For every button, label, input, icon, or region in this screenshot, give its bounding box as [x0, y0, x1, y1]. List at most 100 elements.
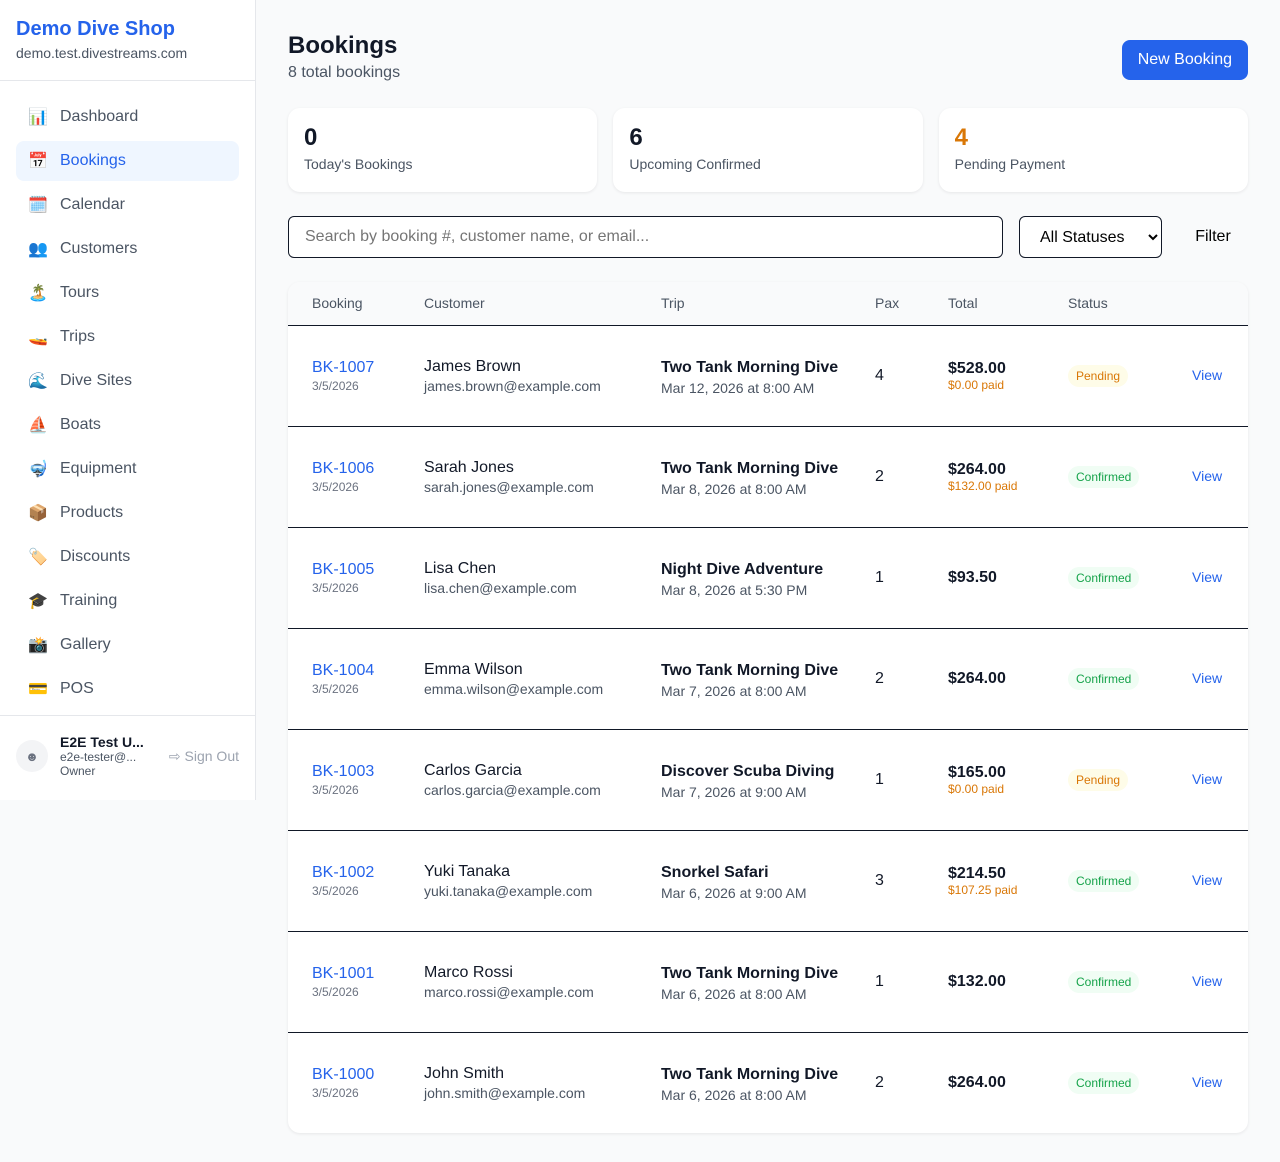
- status-badge: Confirmed: [1068, 465, 1140, 488]
- total-amount: $264.00: [948, 460, 1006, 478]
- pax: 3: [875, 830, 948, 932]
- view-link[interactable]: View: [1192, 669, 1223, 686]
- customer-name: James Brown: [424, 357, 521, 375]
- total-amount: $165.00: [948, 763, 1006, 781]
- sidebar-item-pos[interactable]: 💳 POS: [16, 669, 239, 709]
- customer-email: lisa.chen@example.com: [424, 579, 577, 596]
- view-link[interactable]: View: [1192, 568, 1223, 585]
- discounts-icon: 🏷️: [28, 549, 48, 566]
- booking-id-link[interactable]: BK-1001: [312, 964, 375, 982]
- tours-icon: 🏝️: [28, 285, 48, 302]
- sidebar-item-trips[interactable]: 🚤 Trips: [16, 317, 239, 357]
- user-panel: ☻ E2E Test U... e2e-tester@... Owner ⇨ S…: [0, 715, 255, 796]
- paid-amount: $132.00 paid: [948, 478, 1018, 493]
- table-row: BK-1005 3/5/2026 Lisa Chen lisa.chen@examp…: [288, 527, 1248, 629]
- booking-id-link[interactable]: BK-1002: [312, 863, 375, 881]
- view-link[interactable]: View: [1192, 1073, 1223, 1090]
- sidebar-item-dive-sites[interactable]: 🌊 Dive Sites: [16, 361, 239, 401]
- filter-button[interactable]: Filter: [1178, 228, 1248, 246]
- column-header: [1192, 282, 1248, 326]
- view-link[interactable]: View: [1192, 366, 1223, 383]
- page-title: Bookings: [288, 32, 398, 59]
- view-link[interactable]: View: [1192, 467, 1223, 484]
- sidebar-item-dashboard[interactable]: 📊 Dashboard: [16, 97, 239, 137]
- stat-label: Today's Bookings: [304, 156, 413, 172]
- view-link[interactable]: View: [1192, 871, 1223, 888]
- main-content: Bookings 8 total bookings New Booking 0 T…: [288, 32, 1248, 1133]
- trip-date: Mar 12, 2026 at 8:00 AM: [661, 379, 815, 396]
- sidebar-item-gallery[interactable]: 📸 Gallery: [16, 625, 239, 665]
- stat-value: 0: [304, 124, 318, 151]
- booking-date: 3/5/2026: [312, 883, 359, 898]
- customer-name: Marco Rossi: [424, 963, 513, 981]
- sidebar-nav: 📊 Dashboard 📅 Bookings 🗓️ Calendar 👥 Customers 🏝…: [0, 81, 255, 709]
- sidebar-item-tours[interactable]: 🏝️ Tours: [16, 273, 239, 313]
- trip-date: Mar 7, 2026 at 8:00 AM: [661, 682, 807, 699]
- equipment-icon: 🤿: [28, 461, 48, 478]
- booking-id-link[interactable]: BK-1007: [312, 358, 375, 376]
- customer-email: john.smith@example.com: [424, 1084, 586, 1101]
- customer-email: emma.wilson@example.com: [424, 680, 604, 697]
- customer-email: sarah.jones@example.com: [424, 478, 594, 495]
- booking-id-link[interactable]: BK-1006: [312, 459, 375, 477]
- sign-out-button[interactable]: ⇨ Sign Out: [169, 748, 239, 765]
- booking-date: 3/5/2026: [312, 984, 359, 999]
- sidebar-item-label: Products: [60, 504, 124, 521]
- sidebar-item-label: Equipment: [60, 460, 137, 477]
- booking-date: 3/5/2026: [312, 681, 359, 696]
- booking-id-link[interactable]: BK-1000: [312, 1065, 375, 1083]
- sidebar: Demo Dive Shop demo.test.divestreams.com…: [0, 0, 256, 800]
- sidebar-item-calendar[interactable]: 🗓️ Calendar: [16, 185, 239, 225]
- view-link[interactable]: View: [1192, 972, 1223, 989]
- pax: 1: [875, 729, 948, 831]
- sidebar-item-label: POS: [60, 680, 94, 697]
- filters-bar: All Statuses Filter: [288, 216, 1248, 258]
- status-badge: Confirmed: [1068, 869, 1140, 892]
- column-header: Pax: [875, 282, 948, 326]
- sidebar-item-discounts[interactable]: 🏷️ Discounts: [16, 537, 239, 577]
- table-row: BK-1001 3/5/2026 Marco Rossi marco.rossi@e…: [288, 931, 1248, 1033]
- pax: 2: [875, 426, 948, 528]
- customer-name: Sarah Jones: [424, 458, 514, 476]
- booking-date: 3/5/2026: [312, 580, 359, 595]
- customer-name: John Smith: [424, 1064, 505, 1082]
- booking-id-link[interactable]: BK-1004: [312, 661, 375, 679]
- status-badge: Confirmed: [1068, 566, 1140, 589]
- gallery-icon: 📸: [28, 637, 48, 654]
- table-row: BK-1002 3/5/2026 Yuki Tanaka yuki.tanaka@e…: [288, 830, 1248, 932]
- total-amount: $264.00: [948, 1073, 1006, 1091]
- pax: 2: [875, 628, 948, 730]
- table-row: BK-1000 3/5/2026 John Smith john.smith@exa…: [288, 1032, 1248, 1133]
- table-row: BK-1007 3/5/2026 James Brown james.brown@e…: [288, 325, 1248, 427]
- new-booking-button[interactable]: New Booking: [1121, 40, 1248, 80]
- training-icon: 🎓: [28, 593, 48, 610]
- sidebar-item-label: Tours: [60, 284, 100, 301]
- table-row: BK-1003 3/5/2026 Carlos Garcia carlos.garc…: [288, 729, 1248, 831]
- trip-date: Mar 6, 2026 at 8:00 AM: [661, 985, 807, 1002]
- bookings-table: Booking Customer Trip Pax Total Status BK-100…: [288, 282, 1248, 1133]
- pax: 1: [875, 931, 948, 1033]
- shop-name[interactable]: Demo Dive Shop: [16, 18, 175, 40]
- dive-sites-icon: 🌊: [28, 373, 48, 390]
- sidebar-item-bookings[interactable]: 📅 Bookings: [16, 141, 239, 181]
- sign-out-label: Sign Out: [184, 747, 239, 764]
- sidebar-item-customers[interactable]: 👥 Customers: [16, 229, 239, 269]
- booking-id-link[interactable]: BK-1005: [312, 560, 375, 578]
- sidebar-item-products[interactable]: 📦 Products: [16, 493, 239, 533]
- sidebar-item-equipment[interactable]: 🤿 Equipment: [16, 449, 239, 489]
- view-link[interactable]: View: [1192, 770, 1223, 787]
- search-input[interactable]: [288, 216, 1003, 258]
- dashboard-icon: 📊: [28, 109, 48, 126]
- status-badge: Pending: [1068, 768, 1129, 791]
- booking-date: 3/5/2026: [312, 479, 359, 494]
- stats-cards: 0 Today's Bookings 6 Upcoming Confirmed 4 Pen…: [288, 108, 1248, 192]
- sidebar-item-training[interactable]: 🎓 Training: [16, 581, 239, 621]
- sidebar-item-boats[interactable]: ⛵ Boats: [16, 405, 239, 445]
- status-select[interactable]: All Statuses: [1019, 216, 1162, 258]
- booking-date: 3/5/2026: [312, 378, 359, 393]
- trip-date: Mar 6, 2026 at 9:00 AM: [661, 884, 807, 901]
- customer-name: Carlos Garcia: [424, 761, 522, 779]
- booking-id-link[interactable]: BK-1003: [312, 762, 375, 780]
- brand: Demo Dive Shop demo.test.divestreams.com: [0, 0, 255, 81]
- status-badge: Confirmed: [1068, 667, 1140, 690]
